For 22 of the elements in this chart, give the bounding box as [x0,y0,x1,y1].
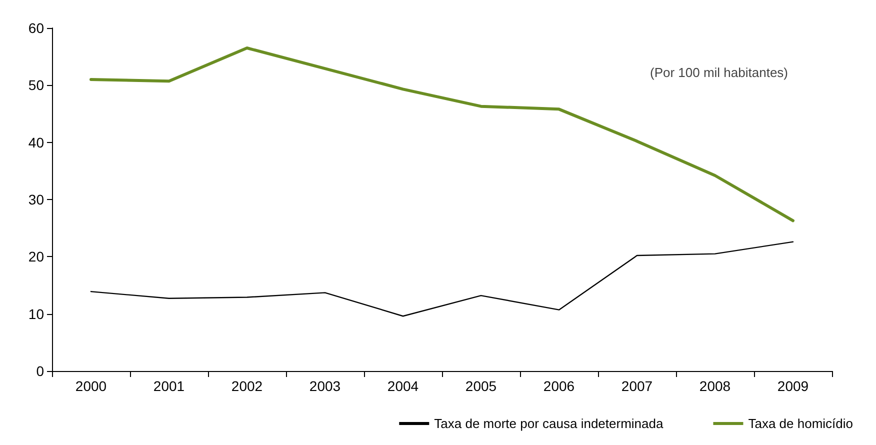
x-tick-label: 2003 [309,378,341,394]
x-tick-label: 2000 [75,378,107,394]
x-tick-label: 2002 [231,378,263,394]
y-tick-label: 50 [28,77,44,94]
y-tick-label: 40 [28,134,44,150]
y-tick-label: 0 [36,363,44,379]
x-tick-label: 2008 [699,378,731,394]
line-series [90,46,794,222]
y-tick-label: 30 [28,192,44,208]
annotation: (Por 100 mil habitantes) [650,65,788,80]
line-series [90,241,794,317]
x-tick-label: 2005 [465,378,497,394]
y-tick-label: 60 [28,20,44,36]
x-tick-label: 2001 [153,378,185,394]
x-tick-label: 2009 [777,378,809,394]
x-tick-label: 2004 [387,378,419,394]
y-tick-label: 10 [28,306,44,322]
legend-label: Taxa de homicídio [748,416,853,431]
y-tick-label: 20 [28,248,44,265]
legend-label: Taxa de morte por causa indeterminada [434,416,664,431]
x-tick-label: 2006 [543,378,575,394]
x-tick-label: 2007 [621,378,653,394]
